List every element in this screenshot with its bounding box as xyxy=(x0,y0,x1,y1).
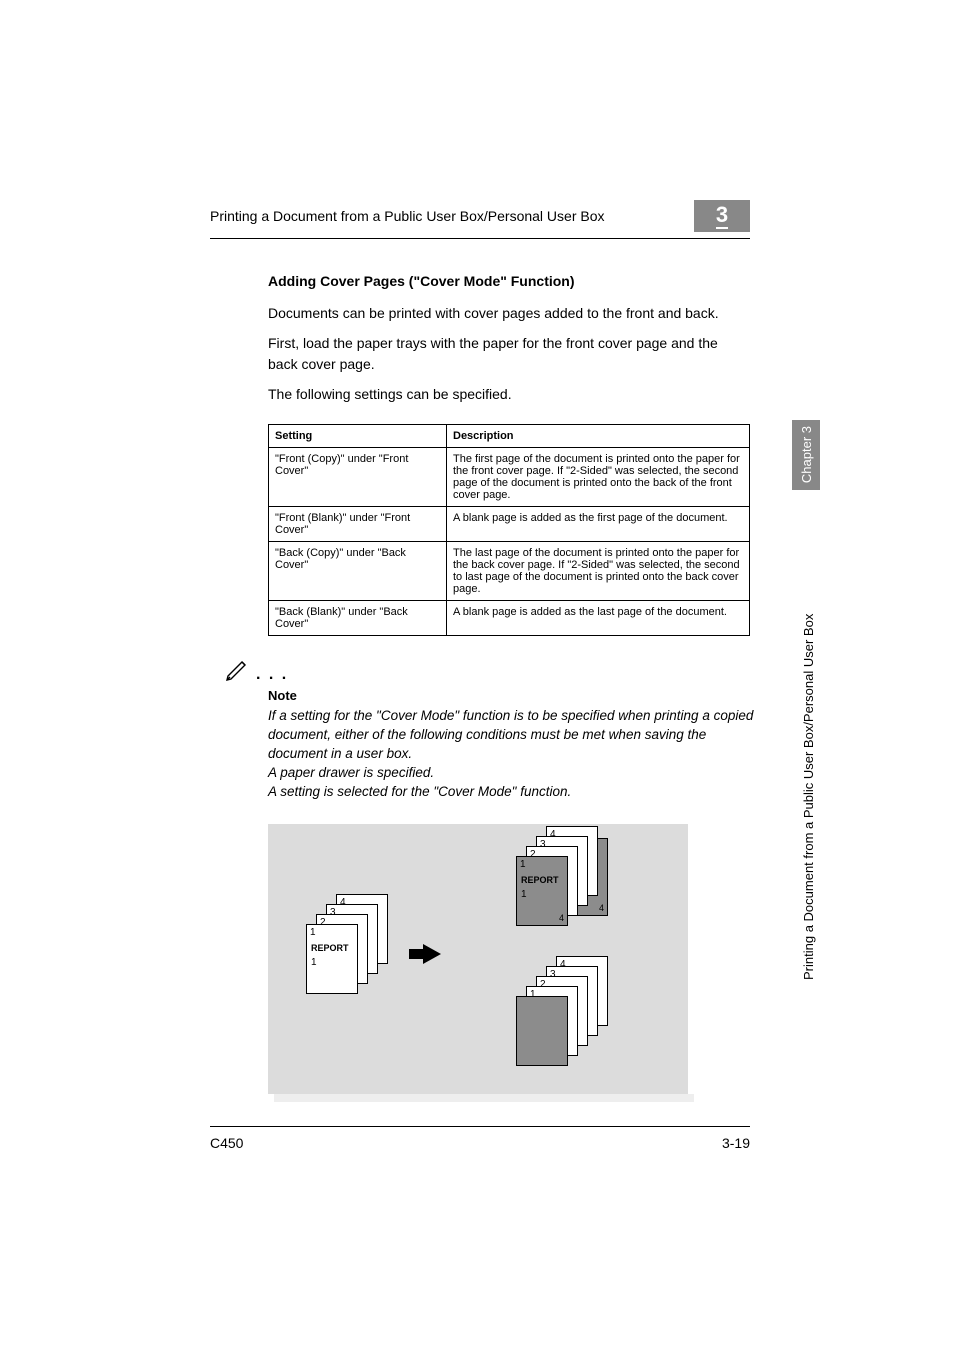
footer-model: C450 xyxy=(210,1135,243,1151)
cell-desc: The last page of the document is printed… xyxy=(447,542,750,601)
running-head-title: Printing a Document from a Public User B… xyxy=(210,208,605,224)
table-head-description: Description xyxy=(447,425,750,448)
side-running-title: Printing a Document from a Public User B… xyxy=(801,500,816,980)
note-line-3: A setting is selected for the "Cover Mod… xyxy=(268,783,758,802)
side-chapter-tab: Chapter 3 xyxy=(792,420,820,490)
footer-page-number: 3-19 xyxy=(722,1135,750,1151)
note-line-2: A paper drawer is specified. xyxy=(268,764,758,783)
table-head-setting: Setting xyxy=(269,425,447,448)
cell-setting: "Front (Blank)" under "Front Cover" xyxy=(269,507,447,542)
page-content: Printing a Document from a Public User B… xyxy=(210,200,750,1094)
cell-setting: "Back (Copy)" under "Back Cover" xyxy=(269,542,447,601)
cell-desc: The first page of the document is printe… xyxy=(447,448,750,507)
table-row: "Back (Blank)" under "Back Cover" A blan… xyxy=(269,601,750,636)
page-footer: C450 3-19 xyxy=(210,1126,750,1151)
cell-setting: "Front (Copy)" under "Front Cover" xyxy=(269,448,447,507)
note-block: . . . Note If a setting for the "Cover M… xyxy=(224,654,750,801)
note-dots: . . . xyxy=(256,666,288,684)
header-rule xyxy=(210,238,750,239)
paragraph-1: Documents can be printed with cover page… xyxy=(268,303,750,323)
settings-table: Setting Description "Front (Copy)" under… xyxy=(268,424,750,636)
note-label: Note xyxy=(268,688,750,703)
table-row: "Back (Copy)" under "Back Cover" The las… xyxy=(269,542,750,601)
cell-desc: A blank page is added as the last page o… xyxy=(447,601,750,636)
table-row: "Front (Copy)" under "Front Cover" The f… xyxy=(269,448,750,507)
cover-mode-diagram: 4 3 2 1 REPORT 1 4 4 3 2 1 REPORT 1 4 xyxy=(268,824,688,1094)
running-head: Printing a Document from a Public User B… xyxy=(210,200,750,232)
pen-icon xyxy=(224,654,252,686)
cell-setting: "Back (Blank)" under "Back Cover" xyxy=(269,601,447,636)
note-line-1: If a setting for the "Cover Mode" functi… xyxy=(268,707,758,764)
note-icon-row: . . . xyxy=(224,654,750,686)
arrow-icon xyxy=(423,944,441,964)
cell-desc: A blank page is added as the first page … xyxy=(447,507,750,542)
paragraph-2: First, load the paper trays with the pap… xyxy=(268,333,750,374)
page-cover-blank xyxy=(516,996,568,1066)
chapter-number-box: 3 xyxy=(694,200,750,232)
chapter-number: 3 xyxy=(716,204,728,229)
section-title: Adding Cover Pages ("Cover Mode" Functio… xyxy=(268,273,750,289)
page-front: 1 REPORT 1 xyxy=(306,924,358,994)
paragraph-3: The following settings can be specified. xyxy=(268,384,750,404)
table-row: "Front (Blank)" under "Front Cover" A bl… xyxy=(269,507,750,542)
side-chapter-label: Chapter 3 xyxy=(799,426,814,483)
page-cover-front: 1 REPORT 1 4 xyxy=(516,856,568,926)
